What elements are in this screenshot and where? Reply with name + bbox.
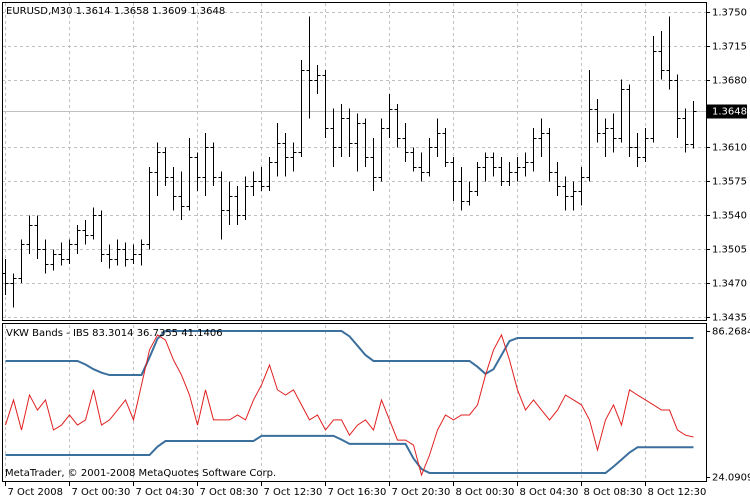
indicator-name: VKW Bands - IBS	[6, 328, 89, 339]
x-tick-label: 8 Oct 12:30	[648, 487, 707, 498]
x-tick-label: 7 Oct 16:30	[328, 487, 387, 498]
x-tick-label: 7 Oct 04:30	[136, 487, 195, 498]
x-tick-label: 8 Oct 00:30	[456, 487, 515, 498]
last-low: 1.3609	[152, 6, 187, 17]
series-line	[5, 333, 694, 477]
series-line	[5, 434, 694, 474]
upper-last: 83.3014	[92, 328, 133, 339]
series-line	[5, 329, 694, 377]
y-tick-label: 1.3750	[712, 8, 747, 19]
x-tick-label: 7 Oct 20:30	[392, 487, 451, 498]
last-close: 1.3648	[190, 6, 225, 17]
ibs-last: 41.1406	[181, 328, 222, 339]
x-tick-label: 7 Oct 08:30	[200, 487, 259, 498]
grid-layer	[2, 3, 706, 482]
x-tick-label: 7 Oct 2008	[8, 487, 63, 498]
x-tick-label: 7 Oct 12:30	[264, 487, 323, 498]
y-tick-label: 1.3680	[712, 76, 747, 87]
price-panel-frame	[2, 2, 707, 321]
x-tick-label: 7 Oct 00:30	[72, 487, 131, 498]
symbol: EURUSD,M30	[6, 6, 72, 17]
indicator-title: VKW Bands - IBS 83.3014 36.7355 41.1406	[6, 328, 223, 339]
mark-layer	[2, 16, 697, 477]
price-label-box	[707, 104, 747, 119]
y-tick-label: 1.3540	[712, 211, 747, 222]
x-tick-label: 8 Oct 08:30	[584, 487, 643, 498]
y-tick-label: 86.2684	[712, 327, 750, 338]
last-open: 1.3614	[76, 6, 111, 17]
y-tick-label: 1.3470	[712, 279, 747, 290]
y-tick-label: 1.3715	[712, 42, 747, 53]
y-tick-label: 1.3435	[712, 313, 747, 324]
indicator-panel-frame	[2, 323, 707, 482]
y-tick-label: 24.0909	[712, 473, 750, 484]
price-title: EURUSD,M30 1.3614 1.3658 1.3609 1.3648	[6, 6, 225, 17]
y-tick-label: 1.3505	[712, 245, 747, 256]
last-high: 1.3658	[114, 6, 149, 17]
lower-last: 36.7355	[137, 328, 178, 339]
y-tick-label: 1.3610	[712, 143, 747, 154]
y-tick-label: 1.3575	[712, 177, 747, 188]
footer: MetaTrader, © 2001-2008 MetaQuotes Softw…	[5, 468, 276, 479]
price-label: 1.3648	[712, 107, 747, 118]
x-tick-label: 8 Oct 04:30	[520, 487, 579, 498]
